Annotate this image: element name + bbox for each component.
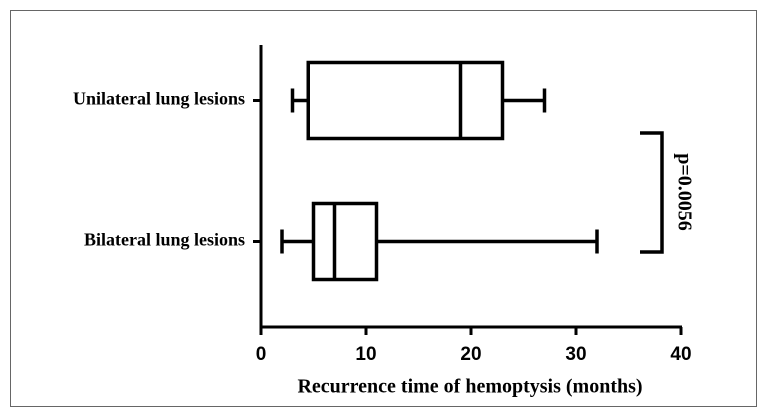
x-axis-title: Recurrence time of hemoptysis (months): [297, 376, 642, 398]
box: [306, 60, 505, 141]
significance-bracket: [640, 131, 664, 254]
y-tick-label: Unilateral lung lesions: [73, 89, 245, 109]
p-value: p=0.0056: [673, 153, 695, 231]
x-tick-label: 30: [565, 344, 586, 365]
x-tick-label: 10: [355, 344, 376, 365]
box: [311, 201, 379, 282]
x-tick-label: 0: [256, 344, 267, 365]
y-tick-label: Bilateral lung lesions: [84, 230, 245, 250]
x-tick-label: 40: [670, 344, 691, 365]
x-tick-label: 20: [460, 344, 481, 365]
frame: [10, 10, 757, 407]
